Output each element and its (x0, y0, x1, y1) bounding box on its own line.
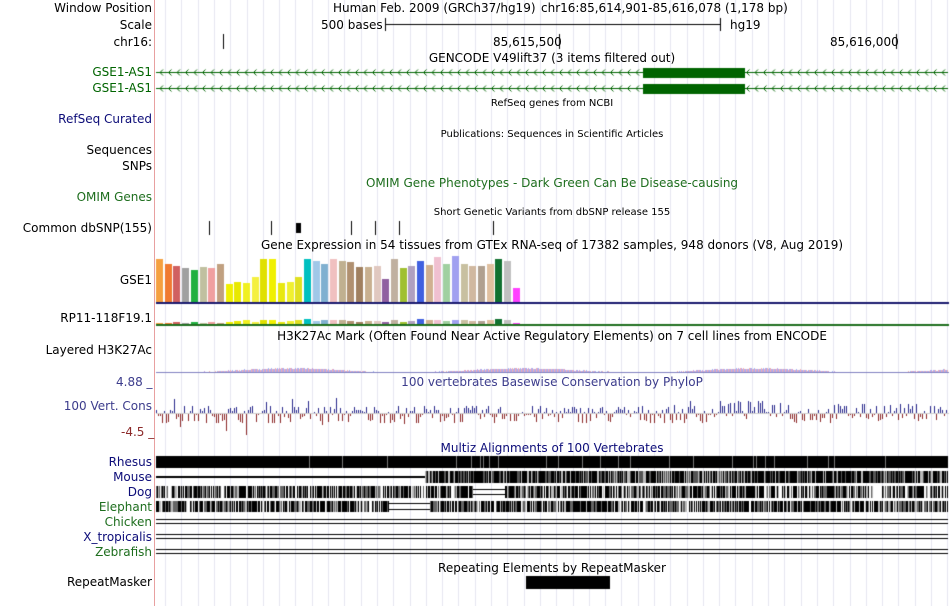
ruler-tick-label: 85,615,500 (493, 35, 562, 49)
multiz-track-title[interactable]: Multiz Alignments of 100 Vertebrates (440, 441, 664, 455)
omim-track-title[interactable]: OMIM Gene Phenotypes - Dark Green Can Be… (365, 176, 739, 190)
repeatmasker-track-title[interactable]: Repeating Elements by RepeatMasker (438, 561, 666, 575)
dbsnp-track-title[interactable]: Short Genetic Variants from dbSNP releas… (433, 207, 671, 218)
species-label-dog[interactable]: Dog (127, 485, 152, 499)
species-label-elephant[interactable]: Elephant (98, 500, 152, 514)
phylop-track-title[interactable]: 100 vertebrates Basewise Conservation by… (401, 375, 703, 389)
species-label-chicken[interactable]: Chicken (104, 515, 152, 529)
phylop-max-label: 4.88 _ (116, 375, 153, 389)
gtex-gene-label[interactable]: GSE1 (119, 273, 152, 287)
species-label-mouse[interactable]: Mouse (113, 470, 152, 484)
refseq-track-title[interactable]: RefSeq genes from NCBI (490, 98, 614, 109)
scale-bar-text: 500 bases (321, 18, 383, 32)
window-position-label: Window Position (54, 1, 152, 15)
sequences-label[interactable]: Sequences (86, 143, 152, 157)
species-label-x-tropicalis[interactable]: X_tropicalis (83, 530, 152, 544)
h3k27ac-track-title[interactable]: H3K27Ac Mark (Often Found Near Active Re… (277, 329, 827, 343)
gencode-track-title[interactable]: GENCODE V49lift37 (3 items filtered out) (428, 51, 676, 65)
refseq-curated-label[interactable]: RefSeq Curated (58, 112, 152, 126)
gtex-gene-label[interactable]: RP11-118F19.1 (60, 311, 152, 325)
dbsnp-label[interactable]: Common dbSNP(155) (22, 221, 152, 235)
snps-label[interactable]: SNPs (122, 159, 152, 173)
gencode-item-label[interactable]: GSE1-AS1 (92, 81, 152, 95)
ruler-tick-label: 85,616,000 (830, 35, 899, 49)
scale-label: Scale (119, 18, 152, 32)
phylop-label[interactable]: 100 Vert. Cons (63, 399, 152, 413)
scale-db-text: hg19 (730, 18, 761, 32)
gencode-item-label[interactable]: GSE1-AS1 (92, 65, 152, 79)
publications-track-title[interactable]: Publications: Sequences in Scientific Ar… (440, 129, 664, 140)
h3k27ac-label[interactable]: Layered H3K27Ac (45, 343, 152, 357)
phylop-min-label: -4.5 _ (121, 425, 155, 439)
position-text: chr16:85,614,901-85,616,078 (1,178 bp) (541, 1, 788, 15)
species-label-rhesus[interactable]: Rhesus (108, 455, 152, 469)
gtex-track-title[interactable]: Gene Expression in 54 tissues from GTEx … (260, 238, 844, 252)
species-label-zebrafish[interactable]: Zebrafish (95, 545, 152, 559)
chrom-label: chr16: (113, 35, 152, 49)
assembly-text: Human Feb. 2009 (GRCh37/hg19) (333, 1, 536, 15)
repeatmasker-label[interactable]: RepeatMasker (66, 575, 152, 589)
omim-genes-label[interactable]: OMIM Genes (76, 190, 152, 204)
